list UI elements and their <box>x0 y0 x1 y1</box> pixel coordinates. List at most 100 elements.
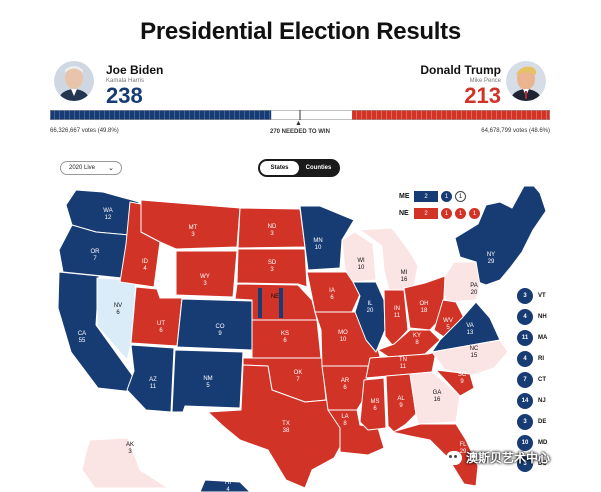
bar-stripe <box>456 110 457 120</box>
state-ev-il: 20 <box>367 308 374 314</box>
bar-stripe <box>376 110 377 120</box>
state-ev-ca: 55 <box>79 338 86 344</box>
state-shape-pa[interactable] <box>441 261 481 303</box>
bar-stripe <box>209 110 210 120</box>
small-state-ev-badge: 10 <box>517 435 533 451</box>
state-shape-sd[interactable] <box>236 248 308 288</box>
small-state-ev-badge: 3 <box>517 456 533 472</box>
small-state-label: DE <box>538 419 547 425</box>
state-shape-wi[interactable] <box>341 231 377 283</box>
state-shape-ga[interactable] <box>409 371 461 425</box>
bar-stripe <box>199 110 200 120</box>
small-state-ri[interactable]: 4 RI <box>517 351 544 367</box>
biden-info: Joe Biden Kamala Harris 238 <box>106 63 163 107</box>
state-shape-ms[interactable] <box>359 377 387 431</box>
state-shape-mn[interactable] <box>299 205 355 271</box>
state-label-tn: TN <box>399 357 407 363</box>
state-label-ca: CA <box>78 331 86 337</box>
state-shape-hi[interactable] <box>199 479 251 492</box>
state-shape-ak[interactable] <box>81 437 169 489</box>
toggle-counties[interactable]: Counties <box>305 165 332 171</box>
me-district-2[interactable]: 1 <box>455 191 466 202</box>
trump-electoral-votes: 213 <box>464 83 501 108</box>
year-select[interactable]: 2020 Live ⌄ <box>60 161 122 175</box>
state-shape-fl[interactable] <box>391 423 479 487</box>
state-ev-mn: 10 <box>315 245 322 251</box>
bar-stripe <box>239 110 240 120</box>
state-ev-wi: 10 <box>358 265 365 271</box>
state-shape-il[interactable] <box>352 281 386 353</box>
state-label-oh: OH <box>420 301 429 307</box>
bar-stripe <box>124 110 125 120</box>
state-ev-nd: 3 <box>270 231 274 237</box>
state-shape-ut[interactable] <box>130 286 183 347</box>
bar-stripe <box>159 110 160 120</box>
small-state-ct[interactable]: 7 CT <box>517 372 546 388</box>
small-state-dc[interactable]: 3 DC <box>517 456 547 472</box>
ne-district-3[interactable]: 1 <box>469 208 480 219</box>
small-state-vt[interactable]: 3 VT <box>517 288 546 304</box>
bar-stripe <box>476 110 477 120</box>
small-state-label: MA <box>538 335 548 341</box>
biden-popular-vote: 66,326,667 votes (49.8%) <box>50 128 119 134</box>
state-shape-wy[interactable] <box>175 250 238 298</box>
state-label-hi: HI <box>225 480 231 486</box>
ne-total-box[interactable]: 2 <box>414 208 438 219</box>
state-shape-sc[interactable] <box>435 369 475 397</box>
bar-stripe <box>496 110 497 120</box>
bar-stripe <box>526 110 527 120</box>
state-ev-mo: 10 <box>340 337 347 343</box>
small-state-label: NJ <box>538 398 546 404</box>
view-toggle[interactable]: States Counties <box>258 159 340 177</box>
bar-stripe <box>179 110 180 120</box>
state-label-nm: NM <box>203 376 212 382</box>
toggle-states[interactable]: States <box>260 161 299 175</box>
bar-stripe <box>269 110 270 120</box>
wechat-icon <box>446 450 462 465</box>
state-label-mt: MT <box>189 225 198 231</box>
ne-district-1[interactable]: 1 <box>441 208 452 219</box>
state-shape-tn[interactable] <box>365 351 437 379</box>
state-shape-nc[interactable] <box>431 339 509 377</box>
state-label-mo: MO <box>338 330 348 336</box>
state-shape-la[interactable] <box>327 409 385 456</box>
state-label-ar: AR <box>341 378 350 384</box>
me-total-box[interactable]: 2 <box>414 191 438 202</box>
small-state-nh[interactable]: 4 NH <box>517 309 547 325</box>
state-ev-nm: 5 <box>206 383 210 389</box>
state-label-nd: ND <box>268 224 277 230</box>
small-state-md[interactable]: 10 MD <box>517 435 547 451</box>
small-state-label: DC <box>538 461 547 467</box>
me-district-1[interactable]: 1 <box>441 191 452 202</box>
bar-stripe <box>174 110 175 120</box>
state-shape-co[interactable] <box>176 298 253 351</box>
state-label-wi: WI <box>357 258 365 264</box>
bar-stripe <box>421 110 422 120</box>
state-ev-or: 7 <box>93 256 97 262</box>
state-label-ga: GA <box>433 390 442 396</box>
state-ev-sc: 9 <box>460 379 464 385</box>
state-shape-ia[interactable] <box>306 271 363 313</box>
bar-stripe <box>401 110 402 120</box>
state-ev-la: 8 <box>343 421 347 427</box>
state-ev-mt: 3 <box>191 232 195 238</box>
bar-stripe <box>99 110 100 120</box>
bar-stripe <box>129 110 130 120</box>
state-shape-nm[interactable] <box>171 349 244 413</box>
small-state-ma[interactable]: 11 MA <box>517 330 547 346</box>
small-state-de[interactable]: 3 DE <box>517 414 546 430</box>
ne-district-2[interactable]: 1 <box>455 208 466 219</box>
bar-stripe <box>74 110 75 120</box>
state-label-il: IL <box>367 301 373 307</box>
trump-running-mate: Mike Pence <box>469 78 501 84</box>
bar-biden <box>50 110 272 120</box>
bar-stripe <box>371 110 372 120</box>
small-state-nj[interactable]: 14 NJ <box>517 393 546 409</box>
state-shape-tx[interactable] <box>207 364 345 489</box>
bar-stripe <box>521 110 522 120</box>
bar-stripe <box>531 110 532 120</box>
biden-running-mate: Kamala Harris <box>106 78 145 84</box>
state-shape-az[interactable] <box>126 344 175 413</box>
bar-stripe <box>386 110 387 120</box>
bar-stripe <box>204 110 205 120</box>
